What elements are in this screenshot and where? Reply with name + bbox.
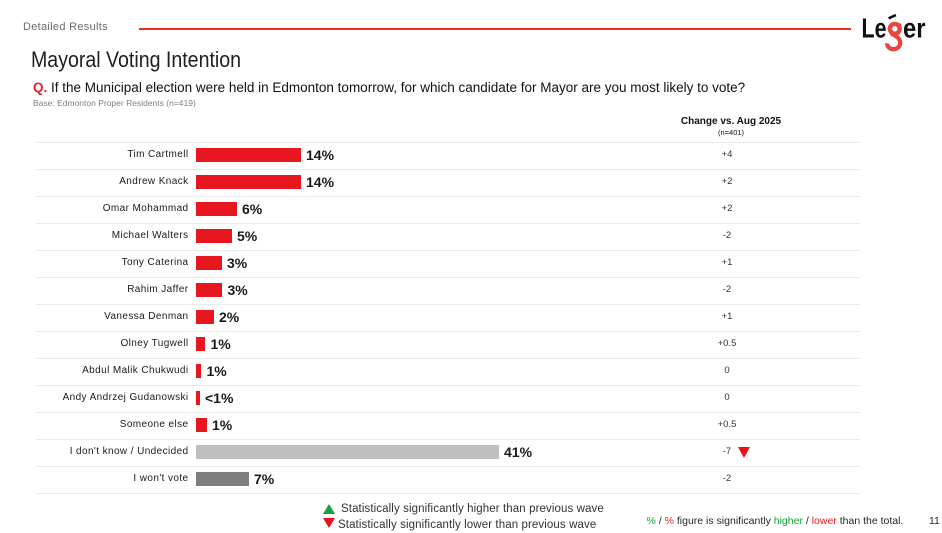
svg-text:Le: Le	[862, 13, 887, 44]
svg-text:er: er	[903, 13, 926, 44]
